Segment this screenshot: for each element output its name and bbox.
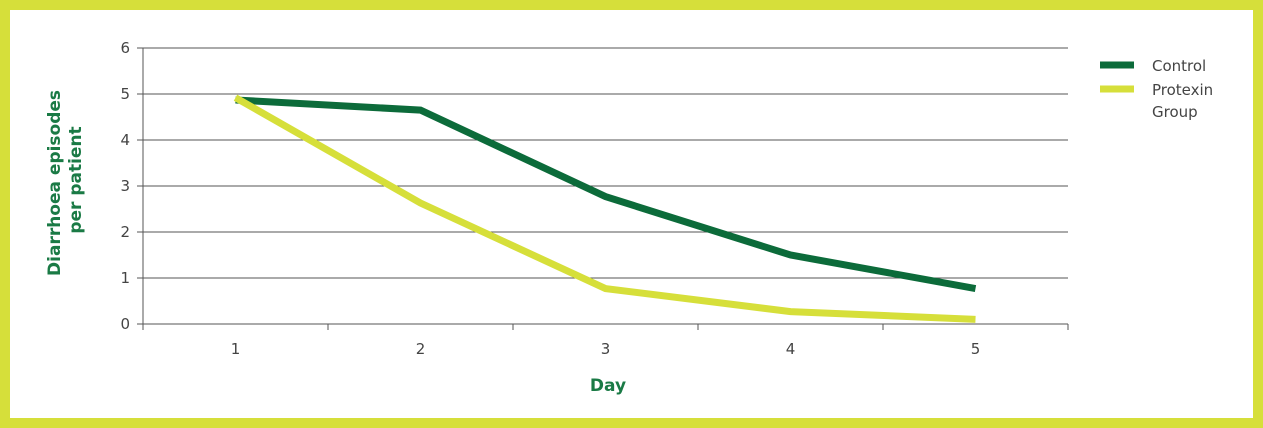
- x-tick-label-5: 5: [971, 340, 981, 358]
- line-chart: 0 1 2 3 4 5 6 1 2 3 4 5 Day Diarrhoea episodes per …: [45, 39, 1213, 396]
- series-line-protexin-group: [233, 94, 976, 323]
- y-tick-label: 3: [120, 177, 130, 195]
- x-tick-label-1: 1: [231, 340, 241, 358]
- y-tick-label: 0: [120, 315, 130, 333]
- chart-frame: 0 1 2 3 4 5 6 1 2 3 4 5 Day Diarrhoea episodes per …: [10, 10, 1253, 418]
- axes: 0 1 2 3 4 5 6 1 2 3 4 5: [120, 39, 1069, 358]
- x-tick-label-3: 3: [601, 340, 611, 358]
- legend-label-protexin-group: Group: [1152, 103, 1198, 121]
- y-tick-label: 5: [120, 85, 130, 103]
- x-tick-label-2: 2: [416, 340, 426, 358]
- legend-label-protexin-group: Protexin: [1152, 81, 1213, 99]
- y-tick-label: 1: [120, 269, 130, 287]
- gridlines: [143, 47, 1068, 279]
- y-axis-title: Diarrhoea episodes per patient: [45, 84, 86, 276]
- y-tick-label: 2: [120, 223, 130, 241]
- series-line-control: [235, 96, 977, 293]
- legend-label-control: Control: [1152, 57, 1206, 75]
- y-axis-title-line-1: Diarrhoea episodes: [45, 90, 65, 276]
- y-tick-label: 6: [120, 39, 130, 57]
- y-tick-label: 4: [120, 131, 130, 149]
- legend: Control Protexin Group: [1100, 57, 1213, 121]
- x-axis-title: Day: [590, 376, 626, 396]
- x-tick-label-4: 4: [786, 340, 796, 358]
- series-lines: [233, 94, 977, 323]
- y-axis-title-line-2: per patient: [66, 126, 86, 233]
